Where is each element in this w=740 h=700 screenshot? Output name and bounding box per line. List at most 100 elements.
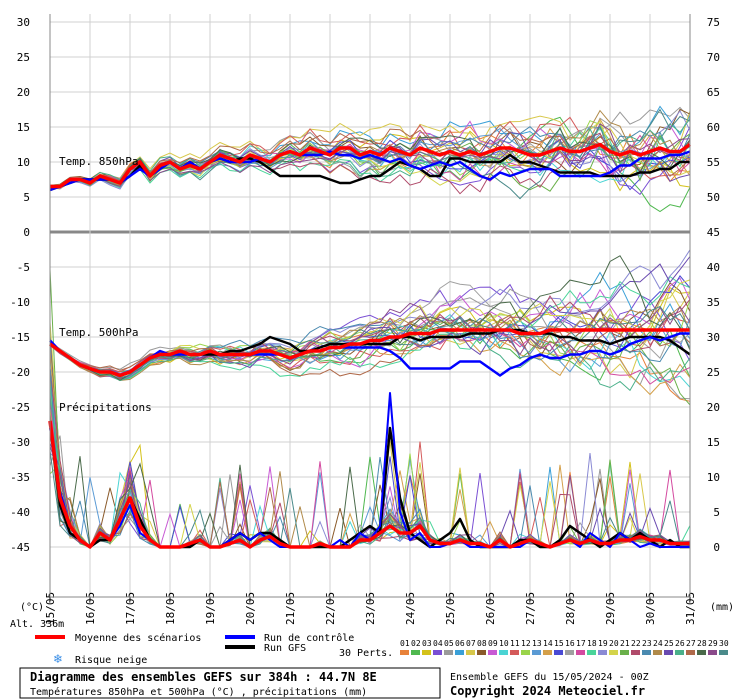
member-legend-label: 02	[411, 639, 421, 648]
legend-snow-label: Risque neige	[75, 655, 147, 666]
member-legend-label: 08	[477, 639, 487, 648]
x-tick-label: 15/05	[44, 592, 57, 625]
legend-control-label: Run de contrôle	[264, 632, 354, 644]
right-tick-label: 55	[707, 156, 720, 169]
member-legend-label: 17	[576, 639, 586, 648]
right-tick-label: 5	[713, 506, 720, 519]
member-legend-swatch	[620, 650, 629, 655]
member-legend-label: 18	[587, 639, 597, 648]
panel-label-t500: Temp. 500hPa	[59, 326, 138, 339]
member-legend-swatch	[576, 650, 585, 655]
member-legend-swatch	[411, 650, 420, 655]
x-tick-label: 19/05	[204, 592, 217, 625]
panel-label-t850: Temp. 850hPa	[59, 155, 138, 168]
left-tick-label: -45	[10, 541, 30, 554]
member-legend-label: 25	[664, 639, 674, 648]
member-legend-label: 07	[466, 639, 476, 648]
left-tick-label: 0	[23, 226, 30, 239]
member-legend-label: 20	[609, 639, 619, 648]
member-legend-swatch	[488, 650, 497, 655]
x-tick-label: 25/05	[444, 592, 457, 625]
legend: Moyenne des scénarios Run de contrôle Ru…	[35, 632, 729, 666]
x-tick-label: 29/05	[604, 592, 617, 625]
x-tick-label: 22/05	[324, 592, 337, 625]
member-legend-swatch	[532, 650, 541, 655]
x-tick-label: 18/05	[164, 592, 177, 625]
member-legend-label: 11	[510, 639, 520, 648]
x-tick-label: 24/05	[404, 592, 417, 625]
left-tick-label: 20	[17, 86, 30, 99]
member-t500-line	[49, 249, 691, 381]
control-t500-line	[49, 332, 690, 377]
chart-title: Diagramme des ensembles GEFS sur 384h : …	[30, 670, 377, 684]
x-tick-label: 30/05	[644, 592, 657, 625]
member-legend-label: 10	[499, 639, 509, 648]
x-tick-label: 27/05	[524, 592, 537, 625]
right-tick-label: 10	[707, 471, 720, 484]
left-tick-label: 10	[17, 156, 30, 169]
member-t500-line	[49, 306, 691, 382]
left-tick-label: -5	[17, 261, 30, 274]
left-tick-label: -35	[10, 471, 30, 484]
member-legend-label: 24	[653, 639, 663, 648]
member-legend-label: 28	[697, 639, 707, 648]
member-legend-swatch	[708, 650, 717, 655]
right-tick-label: 65	[707, 86, 720, 99]
member-legend-label: 19	[598, 639, 608, 648]
panel-label-precip: Précipitations	[59, 401, 152, 414]
member-legend-label: 23	[642, 639, 652, 648]
member-legend-label: 01	[400, 639, 410, 648]
x-tick-label: 28/05	[564, 592, 577, 625]
left-tick-label: -10	[10, 296, 30, 309]
right-tick-label: 15	[707, 436, 720, 449]
title-box	[19, 667, 441, 699]
mean-t500-line	[48, 328, 690, 378]
member-legend-swatch	[686, 650, 695, 655]
left-tick-label: 30	[17, 16, 30, 29]
copyright: Copyright 2024 Meteociel.fr	[450, 684, 645, 698]
member-legend-label: 06	[455, 639, 465, 648]
right-tick-label: 70	[707, 51, 720, 64]
member-t850-line	[49, 126, 691, 189]
member-legend-swatch	[675, 650, 684, 655]
right-tick-label: 35	[707, 296, 720, 309]
x-tick-label: 16/05	[84, 592, 97, 625]
member-t500-line	[49, 275, 691, 381]
right-tick-label: 40	[707, 261, 720, 274]
member-legend-swatch	[444, 650, 453, 655]
left-tick-label: 5	[23, 191, 30, 204]
member-legend-label: 26	[675, 639, 685, 648]
member-legend-swatch	[510, 650, 519, 655]
right-tick-label: 20	[707, 401, 720, 414]
member-legend-label: 04	[433, 639, 443, 648]
legend-perts-label: 30 Perts.	[339, 648, 393, 659]
member-t500-line	[49, 305, 691, 379]
member-t500-line	[49, 317, 691, 402]
altitude-label: Alt. 336m	[10, 619, 64, 630]
member-legend-swatch	[543, 650, 552, 655]
member-legend-swatch	[609, 650, 618, 655]
member-legend-swatch	[400, 650, 409, 655]
member-legend-label: 29	[708, 639, 718, 648]
mean-t850-line	[50, 142, 692, 189]
member-legend-label: 21	[620, 639, 630, 648]
member-t850-line	[50, 118, 691, 186]
x-tick-label: 26/05	[484, 592, 497, 625]
member-legend-label: 13	[532, 639, 542, 648]
member-legend-label: 12	[521, 639, 531, 648]
left-tick-label: -15	[10, 331, 30, 344]
legend-mean-label: Moyenne des scénarios	[75, 632, 201, 644]
member-legend-label: 09	[488, 639, 498, 648]
member-legend-swatch	[598, 650, 607, 655]
member-legend-label: 15	[554, 639, 564, 648]
left-tick-label: -30	[10, 436, 30, 449]
member-legend-label: 16	[565, 639, 575, 648]
member-legend-swatch	[466, 650, 475, 655]
member-legend-swatch	[565, 650, 574, 655]
member-t850-line	[49, 123, 691, 188]
member-legend: 01 02 03 04 05 06 07 08 09 10 11 12 13 14 15 16 17 18 19 20…	[400, 639, 729, 655]
member-legend-swatch	[719, 650, 728, 655]
member-legend-label: 05	[444, 639, 454, 648]
member-legend-swatch	[477, 650, 486, 655]
mean-precip-line	[48, 420, 690, 549]
